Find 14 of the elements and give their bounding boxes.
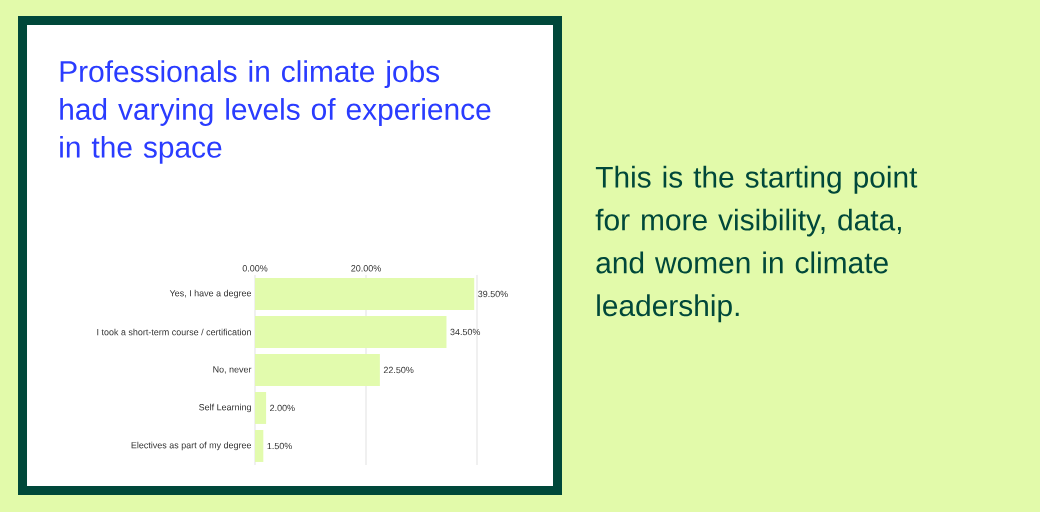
chart-title: Professionals in climate jobs had varying levels of experience in the space — [60, 60, 491, 164]
data-label: 39.50% — [478, 290, 508, 298]
y-tick-label: Electives as part of my degree — [131, 441, 252, 451]
y-tick-label: Self Learning — [199, 403, 251, 413]
data-label: 22.50% — [383, 366, 414, 374]
y-tick-label: I took a short-term course / certification — [97, 328, 251, 336]
data-label: 1.50% — [267, 442, 292, 450]
data-label: 2.00% — [270, 404, 295, 412]
text: This is the starting point for more visibility, data, and women in climate leadership. — [595, 165, 918, 323]
y-tick-label: Yes, I have a degree — [169, 289, 252, 299]
x-tick-label: 20.00% — [351, 265, 381, 272]
y-tick-label: No, never — [213, 366, 252, 374]
x-tick-label: 0.00% — [242, 265, 268, 272]
data-label: 34.50% — [450, 328, 481, 336]
